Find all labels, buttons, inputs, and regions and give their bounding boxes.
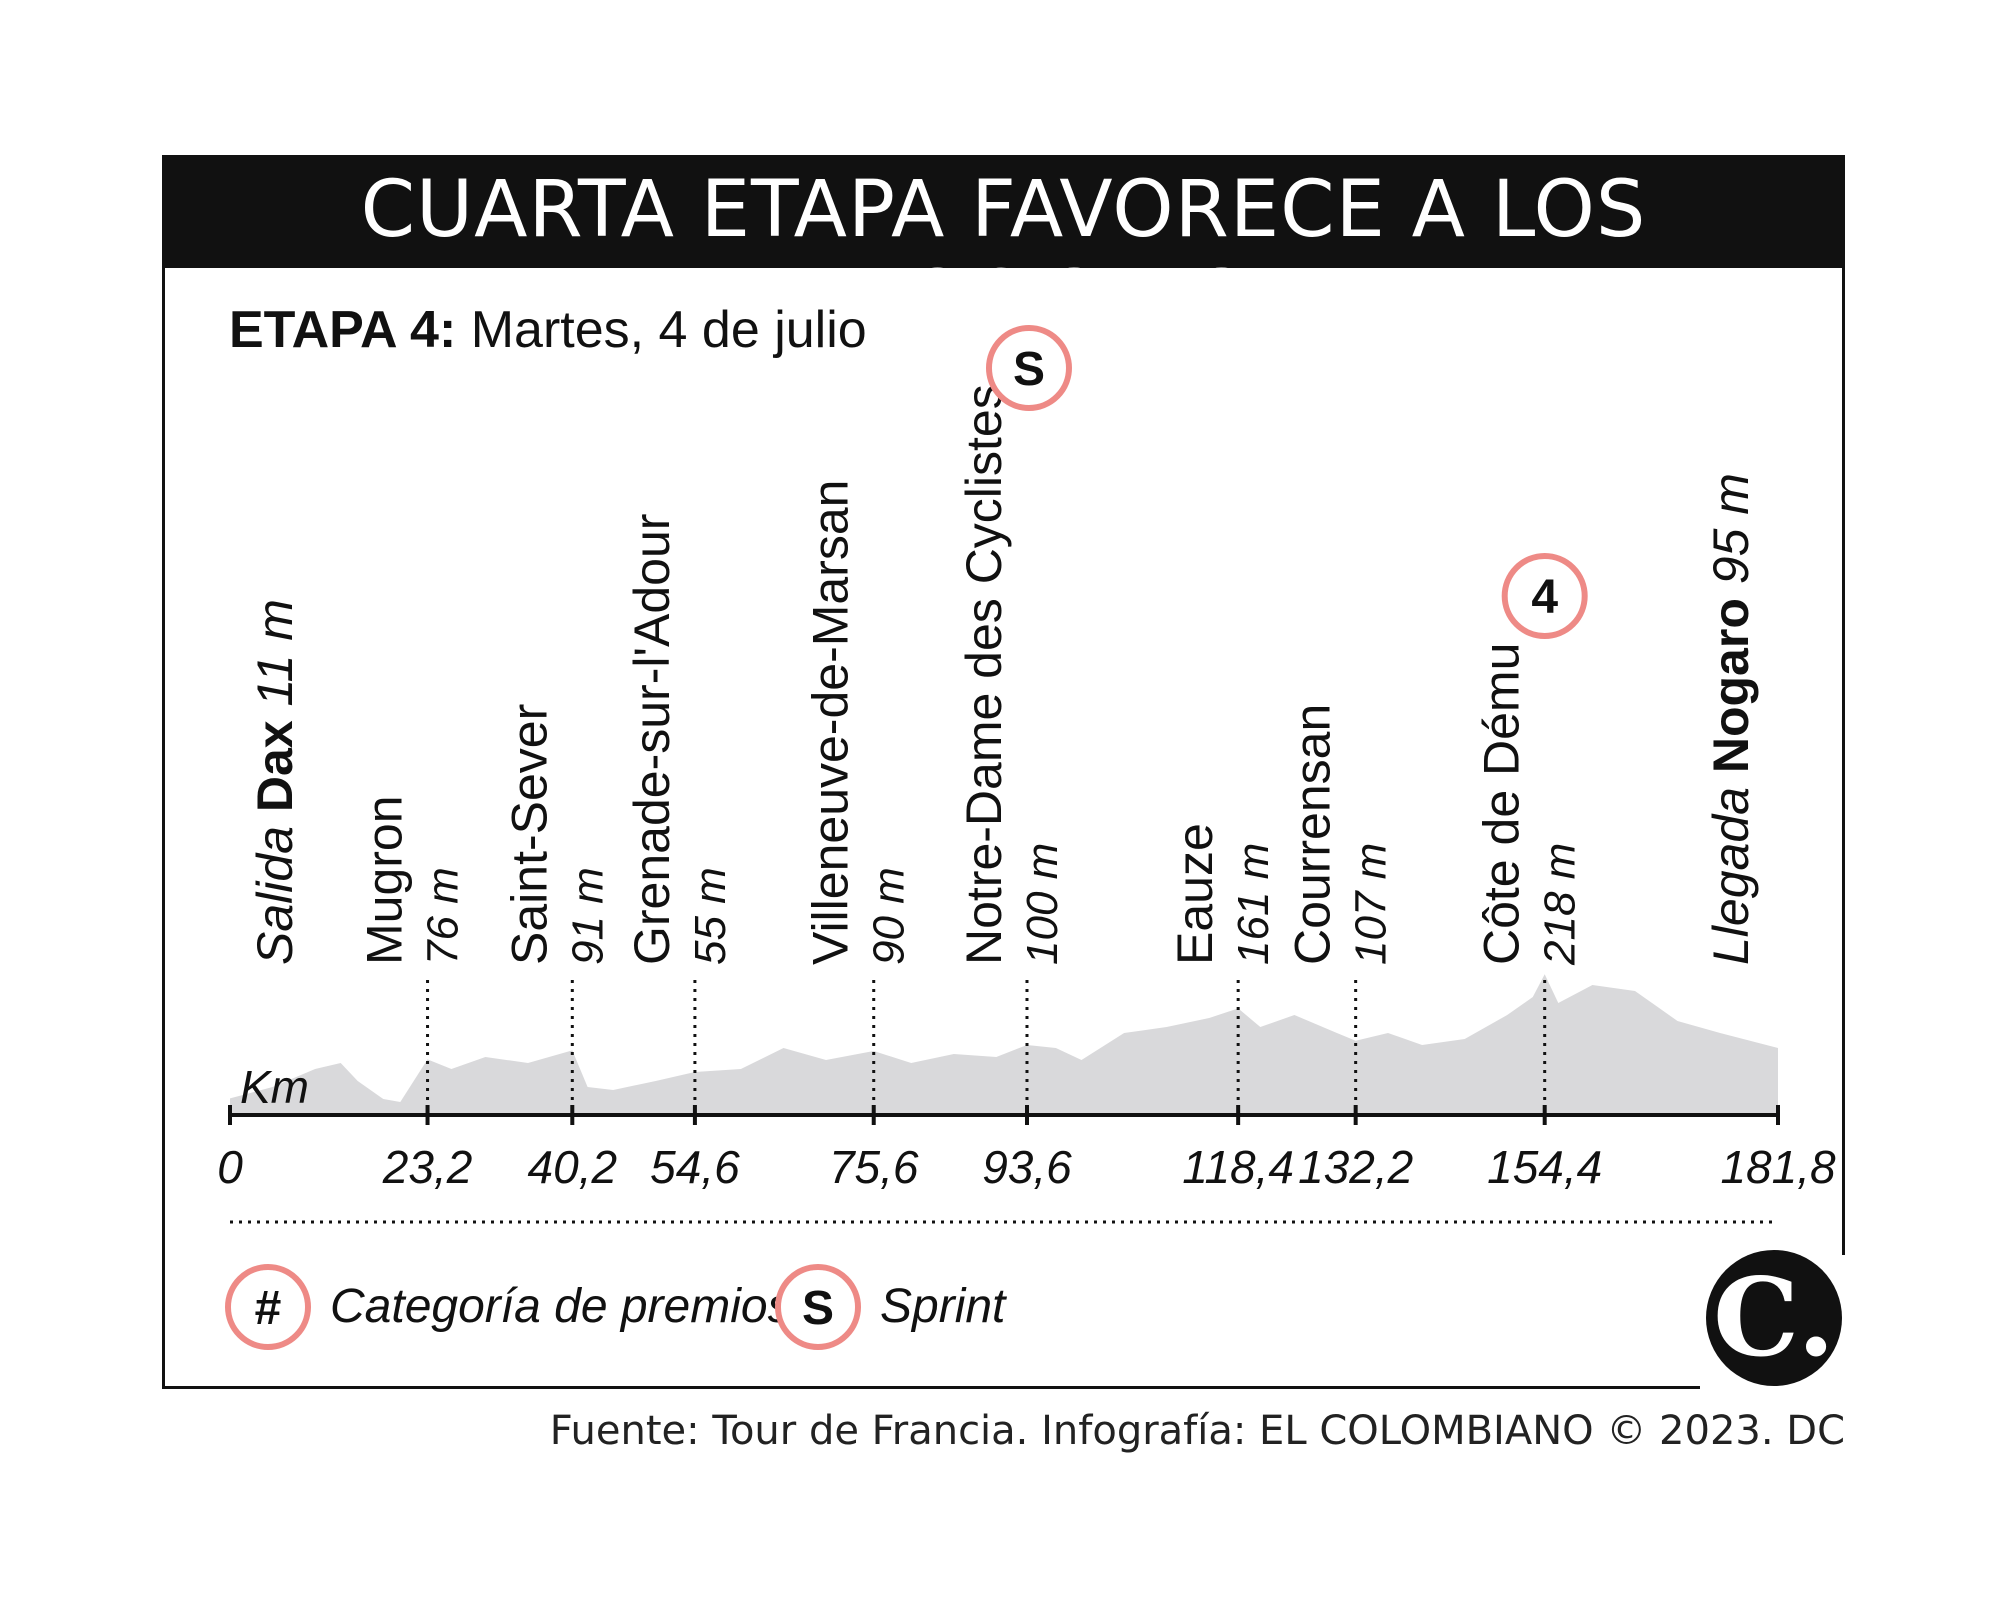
x-tick-label: 23,2 bbox=[382, 1141, 473, 1193]
location-name: Côte de Dému bbox=[1474, 643, 1530, 965]
x-tick-label: 40,2 bbox=[528, 1141, 618, 1193]
legend-label: Categoría de premios bbox=[330, 1280, 792, 1333]
x-axis-label: Km bbox=[240, 1061, 309, 1113]
legend-ring bbox=[775, 1264, 861, 1350]
location-prefix: Llegada bbox=[1703, 773, 1759, 965]
location-elevation: 76 m bbox=[419, 867, 468, 965]
location-name: Salida Dax 11 m bbox=[247, 599, 303, 965]
location-place: Nogaro bbox=[1703, 584, 1759, 773]
el-colombiano-logo: C. bbox=[1706, 1250, 1842, 1386]
page-title: CUARTA ETAPA FAVORECE A LOS VELOCISTAS bbox=[360, 165, 1647, 345]
location-label-group: Notre-Dame des Cyclistes 100 m bbox=[956, 384, 1067, 965]
location-elevation: 91 m bbox=[563, 867, 612, 965]
location-name: Eauze bbox=[1167, 823, 1223, 965]
location-elevation: 95 m bbox=[1703, 473, 1759, 584]
source-credit: Fuente: Tour de Francia. Infografía: EL … bbox=[549, 1408, 1845, 1454]
location-label-group: Côte de Dému 218 m bbox=[1474, 643, 1585, 966]
location-prefix: Salida bbox=[247, 812, 303, 965]
location-label-group: Mugron 76 m bbox=[357, 795, 468, 965]
x-tick-label: 54,6 bbox=[650, 1141, 740, 1193]
x-tick-label: 93,6 bbox=[982, 1141, 1072, 1193]
location-label-group: Saint-Sever 91 m bbox=[501, 704, 612, 965]
location-place: Dax bbox=[247, 706, 303, 812]
x-tick-label: 154,4 bbox=[1487, 1141, 1602, 1193]
location-label-group: Courrensan 107 m bbox=[1285, 704, 1396, 965]
x-tick-label: 118,4 bbox=[1182, 1141, 1294, 1193]
location-elevation: 11 m bbox=[247, 599, 303, 706]
location-name: Saint-Sever bbox=[501, 704, 557, 965]
marker-symbol: S bbox=[1013, 343, 1045, 396]
location-name: Notre-Dame des Cyclistes bbox=[956, 384, 1012, 965]
elevation-profile-area bbox=[230, 974, 1778, 1115]
location-name: Villeneuve-de-Marsan bbox=[803, 480, 859, 965]
location-elevation: 55 m bbox=[686, 867, 735, 965]
location-elevation: 161 m bbox=[1229, 843, 1278, 965]
location-elevation: 107 m bbox=[1347, 843, 1396, 965]
location-elevation: 218 m bbox=[1536, 843, 1585, 966]
marker-ring bbox=[985, 325, 1072, 411]
title-bar: CUARTA ETAPA FAVORECE A LOS VELOCISTAS bbox=[162, 155, 1845, 345]
legend-symbol: # bbox=[255, 1282, 282, 1335]
sprint-marker: S bbox=[985, 325, 1072, 411]
location-elevation: 90 m bbox=[865, 867, 914, 965]
legend-label: Sprint bbox=[880, 1280, 1007, 1333]
legend-ring bbox=[225, 1264, 311, 1350]
stage-heading: ETAPA 4: Martes, 4 de julio bbox=[229, 300, 867, 360]
x-tick-label: 0 bbox=[217, 1141, 243, 1193]
legend-category: # Categoría de premios bbox=[225, 1264, 792, 1350]
marker-ring bbox=[1501, 553, 1588, 639]
location-name: Courrensan bbox=[1285, 704, 1341, 965]
x-tick-label: 181,8 bbox=[1720, 1141, 1836, 1193]
legend-sprint: S Sprint bbox=[775, 1264, 1007, 1350]
location-label-group: Salida Dax 11 m bbox=[247, 599, 303, 965]
location-name: Llegada Nogaro 95 m bbox=[1703, 473, 1759, 965]
location-name: Mugron bbox=[357, 795, 413, 965]
category-marker: 4 bbox=[1501, 553, 1588, 639]
x-tick-label: 132,2 bbox=[1298, 1141, 1413, 1193]
stage-date: Martes, 4 de julio bbox=[470, 301, 867, 359]
location-elevation: 100 m bbox=[1018, 843, 1067, 965]
location-label-group: Grenade-sur-l'Adour 55 m bbox=[624, 514, 735, 965]
location-label-group: Eauze 161 m bbox=[1167, 823, 1278, 965]
x-tick-label: 75,6 bbox=[829, 1141, 919, 1193]
location-label-group: Llegada Nogaro 95 m bbox=[1703, 473, 1759, 965]
legend-symbol: S bbox=[802, 1282, 834, 1335]
location-name: Grenade-sur-l'Adour bbox=[624, 514, 680, 965]
location-label-group: Villeneuve-de-Marsan 90 m bbox=[803, 480, 914, 965]
stage-label: ETAPA 4: bbox=[229, 301, 457, 359]
marker-symbol: 4 bbox=[1531, 571, 1558, 624]
